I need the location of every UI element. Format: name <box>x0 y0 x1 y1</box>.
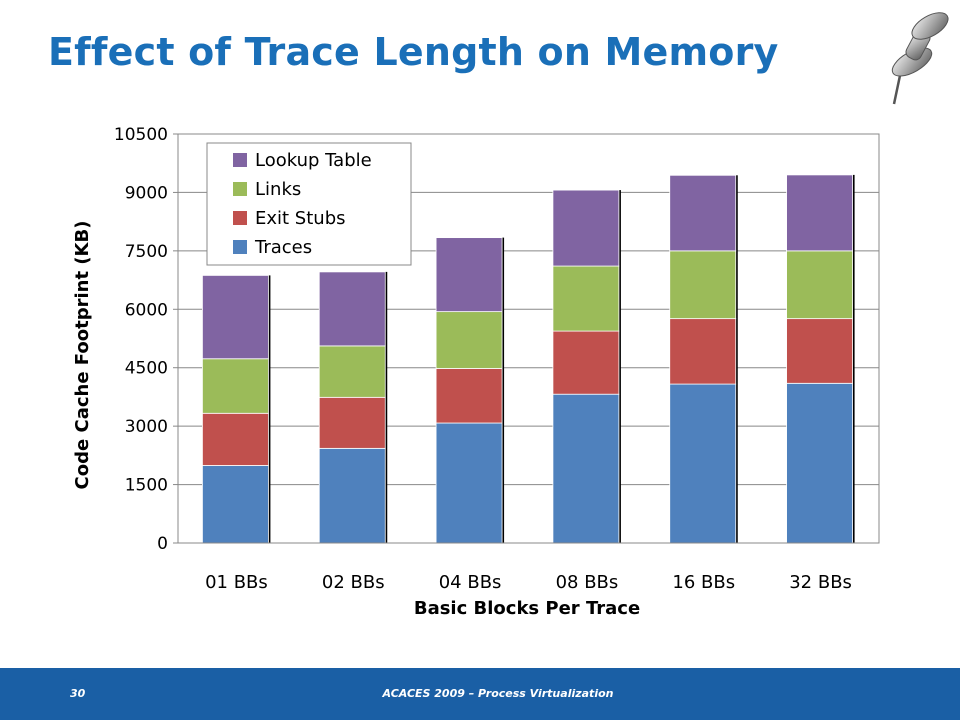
plot-area <box>177 133 880 544</box>
bar-segment-lookup-table <box>435 237 503 313</box>
footer-bar <box>0 668 960 720</box>
bar-shadow <box>268 275 271 543</box>
bar-segment-exit-stubs <box>318 396 386 449</box>
y-tick-label: 6000 <box>125 300 168 320</box>
bar-segment-exit-stubs <box>669 318 737 385</box>
y-tick-label: 7500 <box>125 242 168 262</box>
y-tick-label: 3000 <box>125 417 168 437</box>
legend-label: Lookup Table <box>255 150 372 171</box>
bar-segment-links <box>669 250 737 320</box>
stacked-bar-chart: 0 1500 3000 4500 6000 7500 9000 10500 01 BBs 02 B… <box>72 125 880 619</box>
legend-swatch <box>233 182 247 196</box>
x-axis-label: Basic Blocks Per Trace <box>414 598 640 619</box>
bar-segment-traces <box>552 393 620 544</box>
bar-segment-links <box>786 250 853 320</box>
bar-segment-traces <box>786 382 853 544</box>
page-number: 30 <box>70 687 86 700</box>
slide-title: Effect of Trace Length on Memory <box>48 30 779 74</box>
x-tick-label: 02 BBs <box>322 572 385 593</box>
x-tick-label: 32 BBs <box>789 572 852 593</box>
bar-shadow <box>618 190 621 543</box>
y-tick-label: 10500 <box>114 125 168 145</box>
bar-segment-exit-stubs <box>202 412 269 466</box>
bar-segment-lookup-table <box>202 274 269 360</box>
y-tick-label: 1500 <box>125 476 168 496</box>
legend-label: Traces <box>254 237 312 258</box>
x-tick-label: 16 BBs <box>672 572 735 593</box>
y-tick-label: 9000 <box>125 183 168 203</box>
y-axis-label: Code Cache Footprint (KB) <box>72 221 93 490</box>
legend: Lookup Table Links Exit Stubs Traces <box>206 142 412 266</box>
bar-shadow <box>735 175 738 543</box>
bar-segment-exit-stubs <box>435 368 503 424</box>
legend-label: Exit Stubs <box>255 208 346 229</box>
bar-segment-traces <box>435 422 503 544</box>
bar-segment-links <box>552 265 620 332</box>
legend-swatch <box>233 153 247 167</box>
bar-segment-traces <box>202 465 269 544</box>
legend-swatch <box>233 240 247 254</box>
bar-segment-traces <box>669 383 737 544</box>
bar-segment-exit-stubs <box>786 318 853 384</box>
y-tick-label: 0 <box>157 534 168 554</box>
legend-swatch <box>233 211 247 225</box>
bar-segment-lookup-table <box>786 174 853 252</box>
legend-label: Links <box>255 179 301 200</box>
y-tick-label: 4500 <box>125 359 168 379</box>
bar-segment-lookup-table <box>318 271 386 347</box>
bar-segment-links <box>202 358 269 414</box>
bar-segment-traces <box>318 447 386 544</box>
bar-segment-links <box>318 345 386 398</box>
bars <box>202 174 855 544</box>
footer-title: ACACES 2009 – Process Virtualization <box>382 687 614 700</box>
axes: 0 1500 3000 4500 6000 7500 9000 10500 01 BBs 02 B… <box>114 125 880 593</box>
x-tick-label: 04 BBs <box>439 572 502 593</box>
bar-shadow <box>852 174 855 543</box>
bar-shadow <box>502 237 505 543</box>
bar-segment-exit-stubs <box>552 330 620 395</box>
bar-segment-lookup-table <box>552 189 620 267</box>
bar-segment-lookup-table <box>669 174 737 252</box>
bar-segment-links <box>435 311 503 369</box>
bar-shadow <box>385 271 388 543</box>
pushpin-icon <box>891 12 949 105</box>
x-tick-label: 01 BBs <box>205 572 268 593</box>
x-tick-label: 08 BBs <box>556 572 619 593</box>
